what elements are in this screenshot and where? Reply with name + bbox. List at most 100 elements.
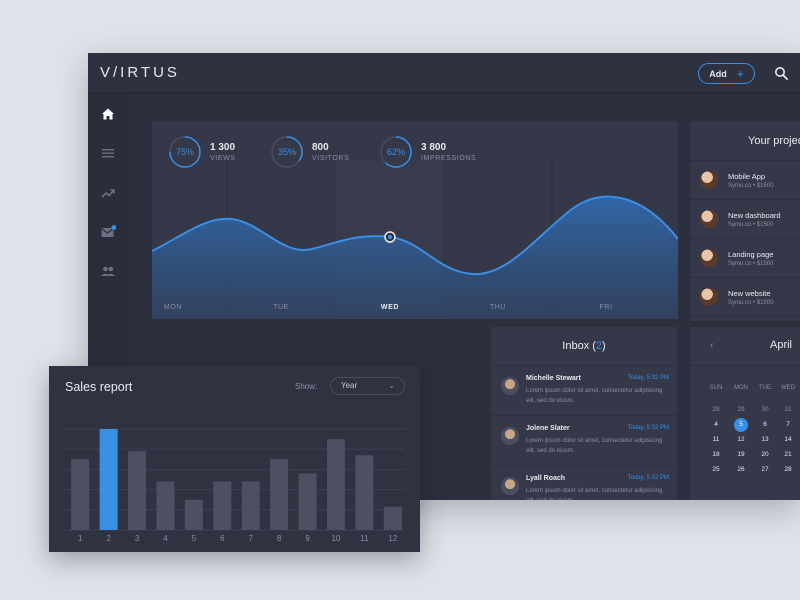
logo: V/IRTUS <box>100 64 180 81</box>
project-name: New website <box>728 289 771 298</box>
message-item[interactable]: Jolene Slater Today, 5:32 PM Lorem ipsum… <box>491 416 677 466</box>
impressions-value: 3 800 <box>421 142 447 153</box>
project-item[interactable]: Mobile App Symu.co • $1500 <box>690 161 800 200</box>
sales-report-card: Sales report Show: Year ⌄ 1 2 3 4 5 6 7 8 9 10 11 1… <box>49 366 420 552</box>
impressions-label: IMPRESSIONS <box>421 155 477 162</box>
sender-avatar <box>501 377 519 395</box>
bar-month-7[interactable] <box>241 481 260 530</box>
calendar-day[interactable]: 19 <box>737 451 745 458</box>
bar-month-12[interactable] <box>383 506 402 530</box>
bar-month-3[interactable] <box>128 451 147 530</box>
chevron-left-icon[interactable]: ‹ <box>710 340 714 351</box>
chevron-down-icon: ⌄ <box>388 381 395 390</box>
weekday-label: SUN <box>709 385 723 391</box>
add-button[interactable]: Add + <box>698 63 755 84</box>
bar-month-9[interactable] <box>298 473 317 530</box>
calendar-day[interactable]: 14 <box>784 436 792 443</box>
sender-name: Michelle Stewart <box>526 375 581 382</box>
weekday-label: MON <box>734 385 748 391</box>
x-tick-label: 9 <box>305 534 310 543</box>
period-select[interactable]: Year ⌄ <box>330 377 405 395</box>
sales-report-title: Sales report <box>65 380 133 394</box>
sender-avatar <box>501 477 519 495</box>
mail-icon[interactable] <box>100 224 116 240</box>
message-item[interactable]: Michelle Stewart Today, 5:32 PM Lorem ip… <box>491 366 677 416</box>
menu-icon[interactable] <box>100 145 116 161</box>
trending-icon[interactable] <box>100 185 116 201</box>
calendar-panel: ‹ April SUN MON TUE WED 28 29 30 31 4 5 6 7 11 12 13 14… <box>690 327 800 500</box>
calendar-day[interactable]: 28 <box>784 466 792 473</box>
calendar-day[interactable]: 13 <box>761 436 769 443</box>
show-label: Show: <box>295 382 318 391</box>
calendar-day[interactable]: 26 <box>737 466 745 473</box>
project-avatar <box>700 210 718 228</box>
project-name: New dashboard <box>728 211 781 220</box>
day-label-fri: FRI <box>599 304 613 311</box>
bar-month-2[interactable] <box>99 429 118 530</box>
home-icon[interactable] <box>100 106 116 122</box>
calendar-day[interactable]: 28 <box>712 406 720 413</box>
day-label-mon: MON <box>163 304 183 311</box>
message-item[interactable]: Lyall Roach Today, 5:32 PM Lorem ipsum d… <box>491 466 677 500</box>
project-meta: Symu.co • $1500 <box>728 183 774 189</box>
project-name: Mobile App <box>728 172 766 181</box>
x-tick-label: 2 <box>106 534 111 543</box>
project-meta: Symu.co • $1500 <box>728 261 774 267</box>
bar-month-11[interactable] <box>355 455 374 530</box>
views-percent: 75% <box>175 147 194 157</box>
weekday-label: TUE <box>759 385 771 391</box>
users-icon[interactable] <box>100 263 116 279</box>
views-label: VIEWS <box>210 155 236 162</box>
sender-avatar <box>501 427 519 445</box>
calendar-day[interactable]: 31 <box>784 406 792 413</box>
stat-visitors: 35% 800 VISITORS <box>270 135 349 169</box>
bar-month-6[interactable] <box>213 481 232 530</box>
calendar-day[interactable]: 18 <box>712 451 720 458</box>
project-item[interactable]: New dashboard Symu.co • $1500 <box>690 200 800 239</box>
calendar-day[interactable]: 11 <box>712 436 720 443</box>
calendar-day[interactable]: 29 <box>737 406 745 413</box>
calendar-day[interactable]: 25 <box>712 466 720 473</box>
project-meta: Symu.co • $1500 <box>728 222 774 228</box>
x-tick-label: 7 <box>248 534 253 543</box>
bar-month-1[interactable] <box>71 459 90 530</box>
calendar-day[interactable]: 5 <box>734 418 748 432</box>
plus-icon: + <box>736 66 744 81</box>
day-label-wed[interactable]: WED <box>380 304 400 311</box>
views-progress-ring: 75% <box>168 135 202 169</box>
calendar-day[interactable]: 7 <box>786 421 790 428</box>
projects-title: Your projects <box>690 121 800 161</box>
x-tick-label: 1 <box>78 534 83 543</box>
calendar-day[interactable]: 21 <box>784 451 792 458</box>
message-preview: Lorem ipsum dolor sit amet, consectetur … <box>526 488 663 500</box>
day-label-tue: TUE <box>273 304 289 311</box>
calendar-day[interactable]: 12 <box>737 436 745 443</box>
calendar-day[interactable]: 4 <box>714 421 718 428</box>
search-icon[interactable] <box>774 66 788 80</box>
stat-impressions: 62% 3 800 IMPRESSIONS <box>379 135 476 169</box>
project-item[interactable]: Landing page Symu.co • $1500 <box>690 239 800 278</box>
project-avatar <box>700 171 718 189</box>
x-tick-label: 8 <box>277 534 282 543</box>
bar-month-10[interactable] <box>326 439 345 530</box>
project-item[interactable]: New website Symu.co • $1500 <box>690 278 800 317</box>
sales-bar-chart: 1 2 3 4 5 6 7 8 9 10 11 12 <box>64 428 405 543</box>
x-tick-label: 5 <box>192 534 197 543</box>
projects-panel: Your projects Mobile App Symu.co • $1500… <box>690 121 800 321</box>
bar-month-4[interactable] <box>156 481 175 530</box>
calendar-day[interactable]: 20 <box>761 451 769 458</box>
sender-name: Lyall Roach <box>526 475 566 482</box>
visitors-progress-ring: 35% <box>270 135 304 169</box>
day-label-thu: THU <box>489 304 507 311</box>
calendar-day[interactable]: 27 <box>761 466 769 473</box>
bar-month-8[interactable] <box>270 459 289 530</box>
visitors-label: VISITORS <box>312 155 350 162</box>
project-meta: Symu.co • $1500 <box>728 300 774 306</box>
views-value: 1 300 <box>210 142 236 153</box>
calendar-day[interactable]: 6 <box>763 421 767 428</box>
bar-month-5[interactable] <box>184 499 203 530</box>
sender-name: Jolene Slater <box>526 425 570 432</box>
x-tick-label: 12 <box>388 534 397 543</box>
message-time: Today, 5:32 PM <box>627 375 669 381</box>
calendar-day[interactable]: 30 <box>761 406 769 413</box>
